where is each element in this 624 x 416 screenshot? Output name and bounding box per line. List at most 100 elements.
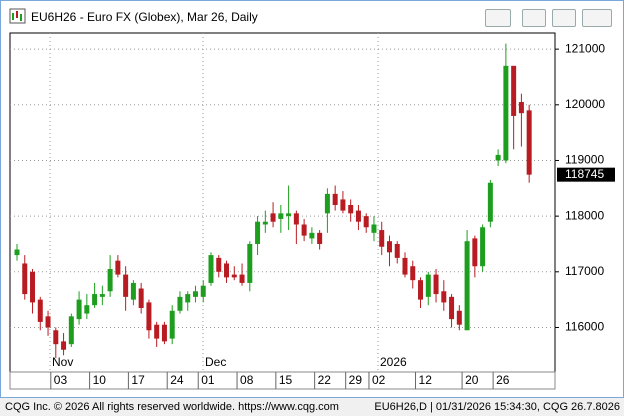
candle-body — [449, 296, 455, 320]
candle-body — [278, 213, 284, 219]
x-tick-label: 26 — [496, 373, 510, 387]
x-tick-label: 22 — [318, 373, 332, 387]
x-tick-label: 12 — [419, 373, 433, 387]
candle-body — [332, 193, 338, 206]
candle-body — [270, 213, 276, 222]
candle-body — [130, 282, 136, 300]
candle-body — [161, 324, 167, 342]
candle-body — [262, 221, 268, 225]
candle-body — [441, 291, 447, 303]
close-button[interactable] — [582, 9, 612, 27]
candle-body — [511, 65, 517, 116]
x-axis-strip — [9, 371, 556, 390]
x-tick-label: 10 — [93, 373, 107, 387]
candle-body — [503, 65, 509, 161]
link-button[interactable] — [485, 9, 511, 27]
candle-body — [379, 230, 385, 247]
candle-body — [37, 299, 43, 322]
x-tick-label: 02 — [372, 373, 386, 387]
window-title: EU6H26 - Euro FX (Globex), Mar 26, Daily — [31, 10, 258, 24]
candle-body — [348, 205, 354, 214]
candle-body — [123, 274, 129, 297]
candle-body — [30, 271, 36, 303]
candle-body — [84, 305, 90, 314]
candle-body — [425, 274, 431, 297]
candle-body — [22, 263, 28, 295]
month-label: Dec — [205, 355, 226, 369]
candle-body — [76, 299, 82, 320]
candle-body — [363, 216, 369, 228]
candle-body — [107, 269, 113, 292]
candle-body — [487, 182, 493, 222]
candle-body — [208, 255, 214, 283]
plot-area — [9, 32, 556, 373]
candle-body — [518, 102, 524, 114]
x-tick-label: 15 — [279, 373, 293, 387]
candle-body — [317, 232, 323, 244]
candle-body — [169, 310, 175, 339]
candle-body — [480, 227, 486, 267]
candle-body — [224, 263, 230, 278]
candle-body — [231, 274, 237, 278]
y-tick-label: 120000 — [565, 97, 605, 111]
copyright: CQG Inc. © 2026 All rights reserved worl… — [5, 401, 339, 413]
candle-body — [286, 213, 292, 217]
chart: Nov Dec 2026 116000117000118000119000120… — [9, 32, 615, 390]
candle-body — [192, 291, 198, 297]
last-price-box — [557, 167, 615, 182]
candle-body — [355, 210, 361, 222]
footer: CQG Inc. © 2026 All rights reserved worl… — [0, 398, 624, 416]
status: EU6H26,D | 01/31/2026 15:34:30, CQG 26.7… — [374, 401, 620, 413]
candle-body — [495, 154, 501, 161]
candle-body — [14, 249, 20, 256]
candle-body — [45, 316, 51, 328]
candle-body — [239, 274, 245, 283]
month-label: Nov — [52, 355, 73, 369]
candle-body — [526, 110, 532, 175]
candle-body — [53, 330, 59, 345]
candle-body — [177, 296, 183, 311]
month-label: 2026 — [380, 355, 407, 369]
x-tick-label: 03 — [54, 373, 68, 387]
candle-body — [138, 288, 144, 308]
y-tick-label: 117000 — [565, 264, 604, 278]
candle-body — [418, 280, 424, 300]
x-tick-label: 01 — [201, 373, 215, 387]
candle-body — [293, 213, 299, 225]
x-tick-label: 17 — [131, 373, 145, 387]
candle-body — [340, 199, 346, 211]
last-price-label: 118745 — [565, 167, 604, 181]
x-tick-label: 24 — [170, 373, 184, 387]
candle-body — [216, 257, 222, 272]
restore-button[interactable] — [552, 9, 576, 27]
minimize-button[interactable] — [522, 9, 546, 27]
x-tick-label: 08 — [240, 373, 254, 387]
candle-body — [472, 238, 478, 267]
candle-body — [146, 302, 152, 331]
candle-body — [324, 193, 330, 214]
candle-body — [371, 224, 377, 233]
candle-body — [456, 310, 462, 325]
candle-body — [433, 274, 439, 295]
x-tick-label: 20 — [465, 373, 479, 387]
candle-body — [99, 294, 105, 297]
candle-body — [200, 285, 206, 297]
candle-body — [394, 243, 400, 258]
candle-body — [61, 341, 67, 350]
candle-body — [247, 243, 253, 283]
candle-body — [92, 294, 98, 306]
candle-body — [464, 241, 470, 331]
candle-body — [410, 266, 416, 281]
y-tick-label: 121000 — [565, 41, 605, 55]
y-tick-label: 116000 — [565, 320, 604, 334]
candle-body — [115, 260, 121, 275]
candle-body — [301, 224, 307, 236]
y-tick-label: 118000 — [565, 208, 604, 222]
candle-body — [154, 324, 160, 339]
candle-body — [309, 232, 315, 239]
candle-body — [185, 294, 191, 303]
y-tick-label: 119000 — [565, 153, 604, 167]
candle-body — [386, 241, 392, 253]
x-tick-label: 29 — [349, 373, 363, 387]
